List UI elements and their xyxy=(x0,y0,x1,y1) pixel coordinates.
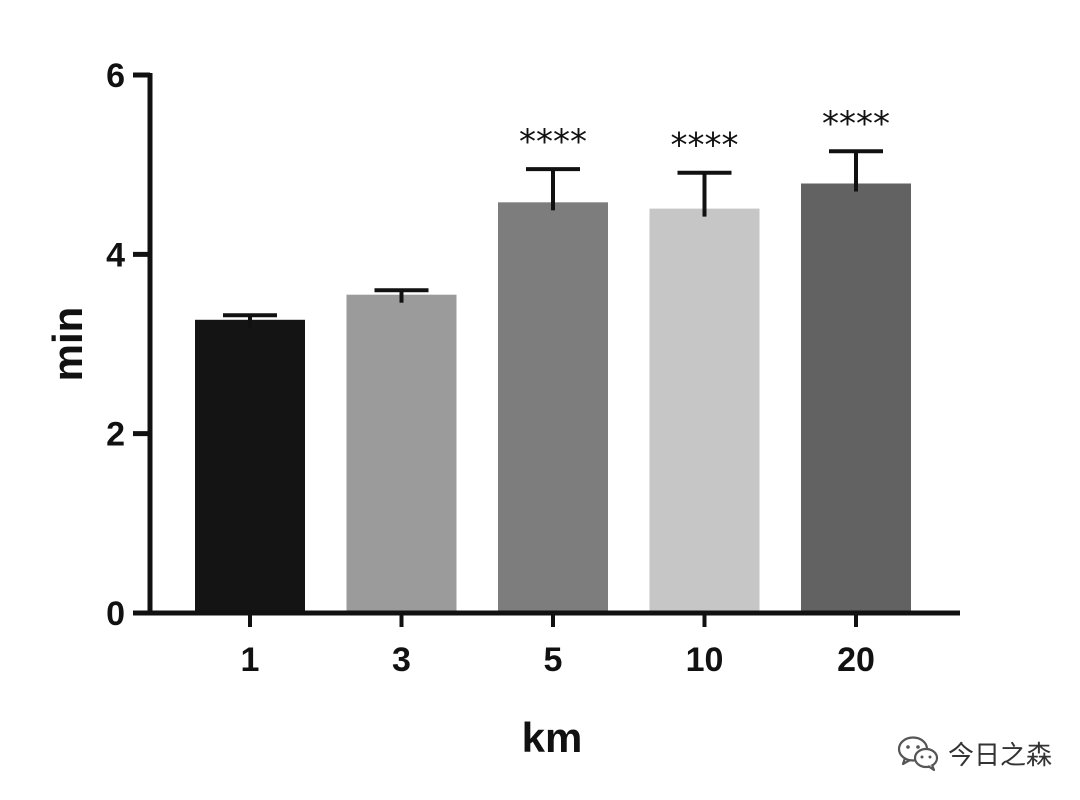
error-bar-1 xyxy=(223,313,277,328)
bar-10 xyxy=(649,208,760,613)
wechat-icon xyxy=(897,736,939,772)
y-ticks: 0 2 4 6 xyxy=(106,57,150,633)
x-tick-label-1: 1 xyxy=(241,641,260,679)
watermark: 今日之森 xyxy=(896,728,1052,778)
y-tick-label-0: 0 xyxy=(106,595,125,633)
x-ticks: 1 3 5 10 20 xyxy=(241,613,875,679)
bar-20 xyxy=(801,183,911,613)
bar-5 xyxy=(498,202,608,613)
y-tick-label-6: 6 xyxy=(106,57,125,95)
significance-label-5: **** xyxy=(519,122,587,162)
x-tick-label-10: 10 xyxy=(686,641,724,679)
bars-layer xyxy=(195,183,911,613)
y-tick-label-4: 4 xyxy=(106,236,125,274)
error-bar-5 xyxy=(526,167,580,211)
significance-label-10: **** xyxy=(671,126,739,166)
x-tick-label-5: 5 xyxy=(544,641,563,679)
significance-label-20: **** xyxy=(822,104,890,144)
error-bar-20 xyxy=(829,149,883,192)
error-bars-layer xyxy=(223,149,883,328)
watermark-text: 今日之森 xyxy=(948,740,1053,771)
x-tick-label-20: 20 xyxy=(837,641,875,679)
significance-layer: **** **** **** xyxy=(519,104,890,166)
y-axis-title: min xyxy=(44,307,91,382)
x-axis-title: km xyxy=(522,714,583,761)
error-bar-3 xyxy=(374,288,429,303)
x-tick-label-3: 3 xyxy=(392,641,411,679)
bar-1 xyxy=(195,319,305,613)
error-bar-10 xyxy=(677,170,732,217)
bar-3 xyxy=(346,294,457,613)
y-tick-label-2: 2 xyxy=(106,416,125,454)
